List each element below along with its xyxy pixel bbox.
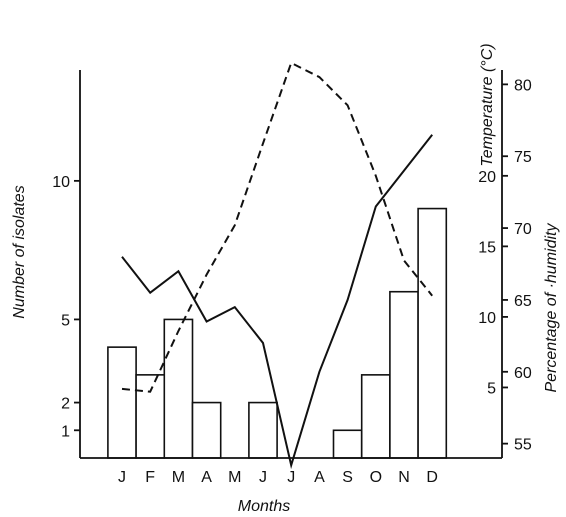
left-tick-label-10: 10 (52, 174, 70, 191)
bar-1 (107, 346, 137, 459)
month-label-12: D (426, 469, 438, 486)
month-label-6: J (259, 469, 267, 486)
left-axis-title: Number of isolates (11, 185, 28, 318)
month-label-3: M (172, 469, 185, 486)
month-label-8: A (314, 469, 325, 486)
bar-11 (389, 290, 419, 459)
humidity-tick-label-60: 60 (514, 365, 532, 382)
month-label-7: J (287, 469, 295, 486)
humidity-axis-title: Percentage of ·humidity (543, 223, 560, 393)
bar-6 (248, 401, 278, 459)
temperature-tick-label-20: 20 (478, 169, 496, 186)
bar-10 (360, 374, 391, 459)
left-tick-label-1: 1 (61, 423, 70, 440)
month-label-5: M (228, 469, 241, 486)
humidity-line (121, 134, 433, 470)
temperature-line (121, 61, 433, 393)
isolates-bars (107, 207, 448, 459)
x-axis-title: Months (238, 498, 290, 515)
humidity-tick-label-55: 55 (514, 437, 532, 454)
humidity-tick-label-75: 75 (514, 149, 532, 166)
humidity-tick-label-65: 65 (514, 293, 532, 310)
month-label-4: A (201, 469, 212, 486)
bar-9 (332, 429, 363, 459)
month-label-11: N (398, 469, 410, 486)
bar-2 (135, 374, 166, 459)
line-series (121, 61, 433, 470)
bar-4 (191, 401, 222, 459)
axes (74, 70, 508, 459)
bar-3 (163, 318, 194, 459)
temperature-axis-title: Temperature (°C) (479, 43, 496, 166)
temperature-tick-label-10: 10 (478, 310, 496, 327)
month-label-10: O (370, 469, 382, 486)
left-tick-label-5: 5 (61, 312, 70, 329)
month-label-1: J (118, 469, 126, 486)
humidity-tick-label-80: 80 (514, 77, 532, 94)
temperature-tick-label-15: 15 (478, 239, 496, 256)
month-label-2: F (145, 469, 155, 486)
month-label-9: S (342, 469, 353, 486)
left-tick-label-2: 2 (61, 396, 70, 413)
humidity-tick-label-70: 70 (514, 221, 532, 238)
temperature-tick-label-5: 5 (487, 380, 496, 397)
bar-12 (417, 207, 448, 459)
